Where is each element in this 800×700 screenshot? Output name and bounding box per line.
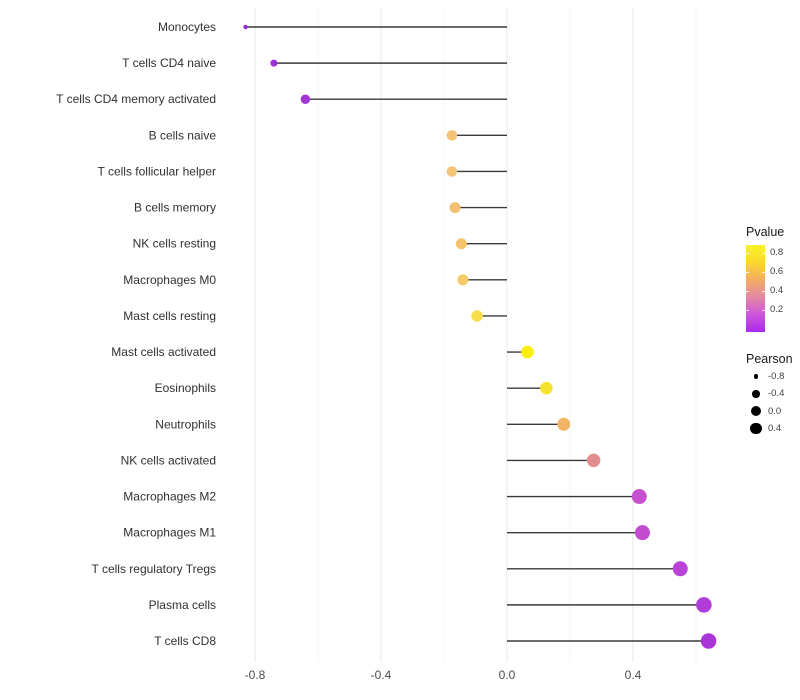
lollipop-point xyxy=(446,166,458,177)
pearson-legend: Pearson -0.8 -0.4 0.0 0.4 xyxy=(746,352,793,437)
lollipop-point xyxy=(243,24,248,30)
category-label: Macrophages M1 xyxy=(123,526,216,540)
colorbar-tick-label: 0.2 xyxy=(770,304,784,315)
lollipop-point xyxy=(270,59,278,67)
category-label: T cells CD4 naive xyxy=(122,56,216,70)
pearson-legend-row: 0.4 xyxy=(746,420,793,437)
pearson-legend-dot xyxy=(752,390,760,398)
pearson-legend-dot-cell xyxy=(746,406,766,417)
lollipop-point xyxy=(557,417,571,431)
lollipop-point xyxy=(471,310,483,322)
category-label: T cells CD8 xyxy=(154,634,216,648)
category-label: Eosinophils xyxy=(155,381,216,395)
colorbar-tick-label: 0.8 xyxy=(770,247,784,258)
pearson-legend-dot-cell xyxy=(746,422,766,435)
pvalue-colorbar xyxy=(746,245,765,332)
category-label: Mast cells activated xyxy=(111,345,216,359)
x-tick-label: 0.4 xyxy=(625,668,642,682)
pearson-legend-row: -0.4 xyxy=(746,385,793,402)
colorbar-tick-mark xyxy=(762,310,765,311)
colorbar-tick-label: 0.6 xyxy=(770,266,784,277)
lollipop-point xyxy=(672,561,688,577)
colorbar-tick-mark xyxy=(746,291,749,292)
pearson-legend-dot-cell xyxy=(746,390,766,398)
category-label: B cells naive xyxy=(149,128,217,142)
pearson-legend-label: 0.0 xyxy=(768,405,782,417)
category-label: Macrophages M0 xyxy=(123,273,216,287)
pearson-legend-row: 0.0 xyxy=(746,403,793,420)
category-label: T cells regulatory Tregs xyxy=(92,562,217,576)
lollipop-point xyxy=(446,130,458,141)
category-label: NK cells resting xyxy=(133,237,216,251)
lollipop-point xyxy=(696,597,712,613)
pearson-legend-dot xyxy=(750,422,762,435)
colorbar-tick-mark xyxy=(746,310,749,311)
pearson-legend-dot xyxy=(753,374,759,379)
pearson-legend-dot-cell xyxy=(746,374,766,379)
category-label: B cells memory xyxy=(134,201,216,215)
lollipop-point xyxy=(300,94,311,104)
pearson-legend-rows: -0.8 -0.4 0.0 0.4 xyxy=(746,368,793,437)
x-tick-label: -0.8 xyxy=(245,668,266,682)
lollipop-point xyxy=(521,345,534,359)
category-label: Macrophages M2 xyxy=(123,490,216,504)
category-label: T cells CD4 memory activated xyxy=(56,92,216,106)
category-label: Mast cells resting xyxy=(123,309,216,323)
x-tick-label: -0.4 xyxy=(371,668,392,682)
pvalue-colorbar-area: 0.8 0.6 0.4 0.2 xyxy=(746,245,800,332)
pvalue-legend: Pvalue 0.8 0.6 0.4 0.2 xyxy=(746,225,800,332)
pearson-legend-dot xyxy=(751,406,761,417)
pearson-legend-row: -0.8 xyxy=(746,368,793,385)
colorbar-tick-mark xyxy=(762,272,765,273)
category-label: Monocytes xyxy=(158,20,216,34)
category-label: T cells follicular helper xyxy=(98,164,217,178)
category-label: Plasma cells xyxy=(149,598,216,612)
lollipop-point xyxy=(634,525,650,541)
lollipop-point xyxy=(455,238,467,250)
pvalue-legend-title: Pvalue xyxy=(746,225,785,239)
lollipop-point xyxy=(540,381,553,395)
pearson-legend-label: -0.4 xyxy=(768,388,785,400)
lollipop-point xyxy=(586,453,601,468)
lollipop-point xyxy=(700,633,717,649)
pearson-legend-label: 0.4 xyxy=(768,423,782,435)
x-tick-label: 0.0 xyxy=(499,668,516,682)
category-label: NK cells activated xyxy=(121,453,216,467)
colorbar-tick-mark xyxy=(746,272,749,273)
pearson-legend-title: Pearson xyxy=(746,352,793,366)
colorbar-tick-mark xyxy=(762,253,765,254)
lollipop-point xyxy=(631,489,647,505)
category-label: Neutrophils xyxy=(155,417,216,431)
colorbar-tick-mark xyxy=(746,253,749,254)
lollipop-point xyxy=(457,274,469,286)
pearson-legend-label: -0.8 xyxy=(768,371,785,383)
colorbar-tick-mark xyxy=(762,291,765,292)
lollipop-point xyxy=(449,202,461,214)
colorbar-tick-label: 0.4 xyxy=(770,285,784,296)
